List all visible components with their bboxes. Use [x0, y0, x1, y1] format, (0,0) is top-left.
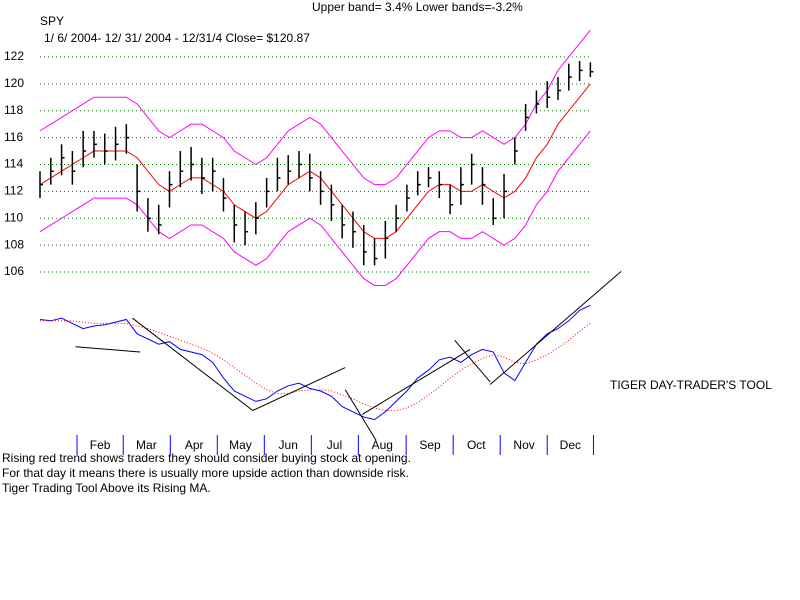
trend-line	[252, 367, 346, 411]
indicator-line	[39, 304, 591, 421]
band-info: Upper band= 3.4% Lower bands=-3.2%	[312, 0, 523, 14]
trend-line	[489, 271, 622, 385]
x-tick-label: Apr	[185, 438, 204, 452]
y-tick-label: 114	[4, 157, 23, 171]
y-tick-label: 112	[4, 184, 23, 198]
indicator-line	[39, 83, 591, 239]
tool-label: TIGER DAY-TRADER'S TOOL	[610, 378, 772, 392]
note: For that day it means there is usually m…	[2, 466, 409, 480]
x-tick-label: Jun	[279, 438, 298, 452]
trend-line	[361, 348, 471, 415]
y-tick-label: 122	[4, 49, 24, 63]
x-tick-label: Mar	[136, 438, 157, 452]
trend-line	[454, 339, 491, 383]
y-tick-label: 120	[4, 76, 24, 90]
indicator-line	[39, 29, 591, 186]
x-tick-label: Dec	[560, 438, 581, 452]
trend-line	[344, 389, 377, 441]
symbol: SPY	[40, 14, 64, 28]
x-tick-label: Sep	[419, 438, 441, 452]
y-tick-label: 118	[4, 103, 23, 117]
x-tick-label: May	[229, 438, 252, 452]
trend-line	[75, 346, 141, 353]
x-tick-label: Jul	[327, 438, 342, 452]
trend-line	[132, 317, 254, 411]
y-tick-label: 110	[4, 210, 23, 224]
y-tick-label: 116	[4, 130, 23, 144]
x-tick-label: Feb	[90, 438, 111, 452]
indicator-line	[39, 130, 591, 286]
y-tick-label: 106	[4, 264, 24, 278]
note: Tiger Trading Tool Above its Rising MA.	[2, 481, 211, 495]
x-tick-label: Nov	[513, 438, 534, 452]
x-tick-label: Oct	[467, 438, 486, 452]
y-tick-label: 108	[4, 237, 24, 251]
note: Rising red trend shows traders they shou…	[2, 451, 411, 465]
x-tick-label: Aug	[372, 438, 393, 452]
date-range: 1/ 6/ 2004- 12/ 31/ 2004 - 12/31/4 Close…	[44, 31, 310, 45]
indicator-line	[40, 320, 591, 411]
